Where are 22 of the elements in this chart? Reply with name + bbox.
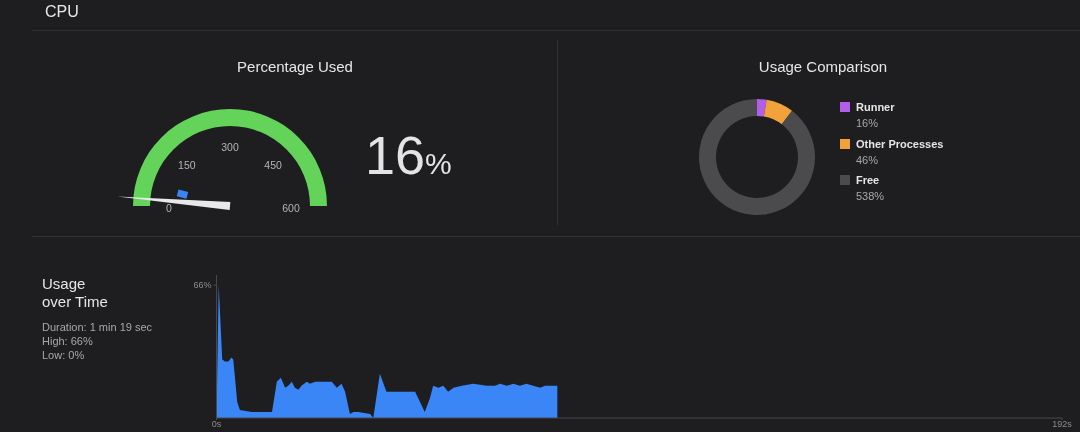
data-label: 16% bbox=[856, 117, 879, 129]
text: 16% bbox=[365, 125, 452, 185]
y-tick-label: 66% bbox=[193, 280, 212, 291]
x-tick-label: 0s bbox=[211, 419, 222, 430]
text: Duration: 1 min 19 sec bbox=[42, 321, 153, 333]
text: 600 bbox=[282, 201, 300, 214]
legend-label: Runner bbox=[856, 101, 895, 113]
x-tick-label: 192s bbox=[1052, 419, 1073, 430]
text: Percentage Used bbox=[237, 58, 353, 75]
text: High: 66% bbox=[42, 335, 93, 347]
data-label: 538% bbox=[856, 190, 885, 202]
legend-label: Other Processes bbox=[856, 137, 944, 150]
text: Usage over Time bbox=[42, 275, 108, 310]
text: Low: 0% bbox=[42, 349, 85, 361]
chart-title: Usage Comparison bbox=[758, 58, 888, 75]
text: 0 bbox=[166, 201, 173, 214]
text: 450 bbox=[264, 158, 283, 171]
data-label: 46% bbox=[856, 153, 879, 166]
legend-label: Free bbox=[856, 174, 880, 186]
text: CPU bbox=[45, 3, 79, 20]
text: 300 bbox=[221, 140, 239, 153]
text: 150 bbox=[178, 158, 196, 171]
